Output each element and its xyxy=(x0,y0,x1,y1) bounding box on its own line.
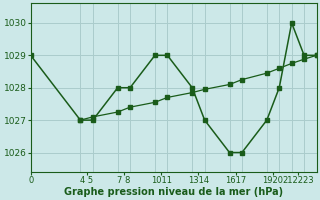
X-axis label: Graphe pression niveau de la mer (hPa): Graphe pression niveau de la mer (hPa) xyxy=(64,187,283,197)
